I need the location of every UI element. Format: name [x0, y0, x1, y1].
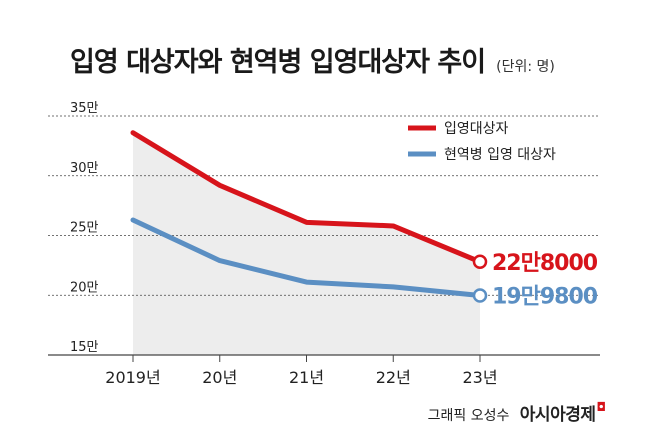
area-fill	[133, 132, 480, 355]
series-line	[130, 217, 483, 298]
title-block: 입영 대상자와 현역병 입영대상자 추이 (단위: 명)	[70, 40, 555, 80]
y-tick-label: 30만	[70, 161, 99, 176]
end-point-marker	[472, 254, 488, 270]
legend-label: 입영대상자	[444, 121, 509, 137]
x-tick-label: 2019년	[105, 368, 160, 387]
data-label: 22만8000	[492, 251, 598, 276]
credit-line: 그래픽 오성수 아시아경제◘	[428, 400, 606, 425]
y-tick-label: 20만	[70, 280, 99, 295]
graphic-credit: 그래픽 오성수	[427, 408, 510, 424]
data-label: 19만9800	[492, 284, 598, 309]
end-point-marker	[472, 288, 488, 303]
legend-label: 현역병 입영 대상자	[444, 147, 556, 163]
y-tick-label: 35만	[70, 101, 99, 116]
x-tick-label: 23년	[462, 368, 497, 387]
publisher-mark: ◘	[596, 400, 607, 414]
chart-title: 입영 대상자와 현역병 입영대상자 추이	[70, 47, 486, 78]
series-line	[130, 130, 483, 265]
unit-label: (단위: 명)	[496, 59, 555, 75]
y-tick-label: 25만	[70, 221, 99, 236]
x-tick-label: 22년	[376, 368, 411, 387]
x-tick-label: 20년	[202, 368, 237, 387]
y-tick-label: 15만	[70, 340, 99, 355]
x-tick-label: 21년	[289, 368, 324, 387]
publisher-logo: 아시아경제	[519, 405, 596, 425]
